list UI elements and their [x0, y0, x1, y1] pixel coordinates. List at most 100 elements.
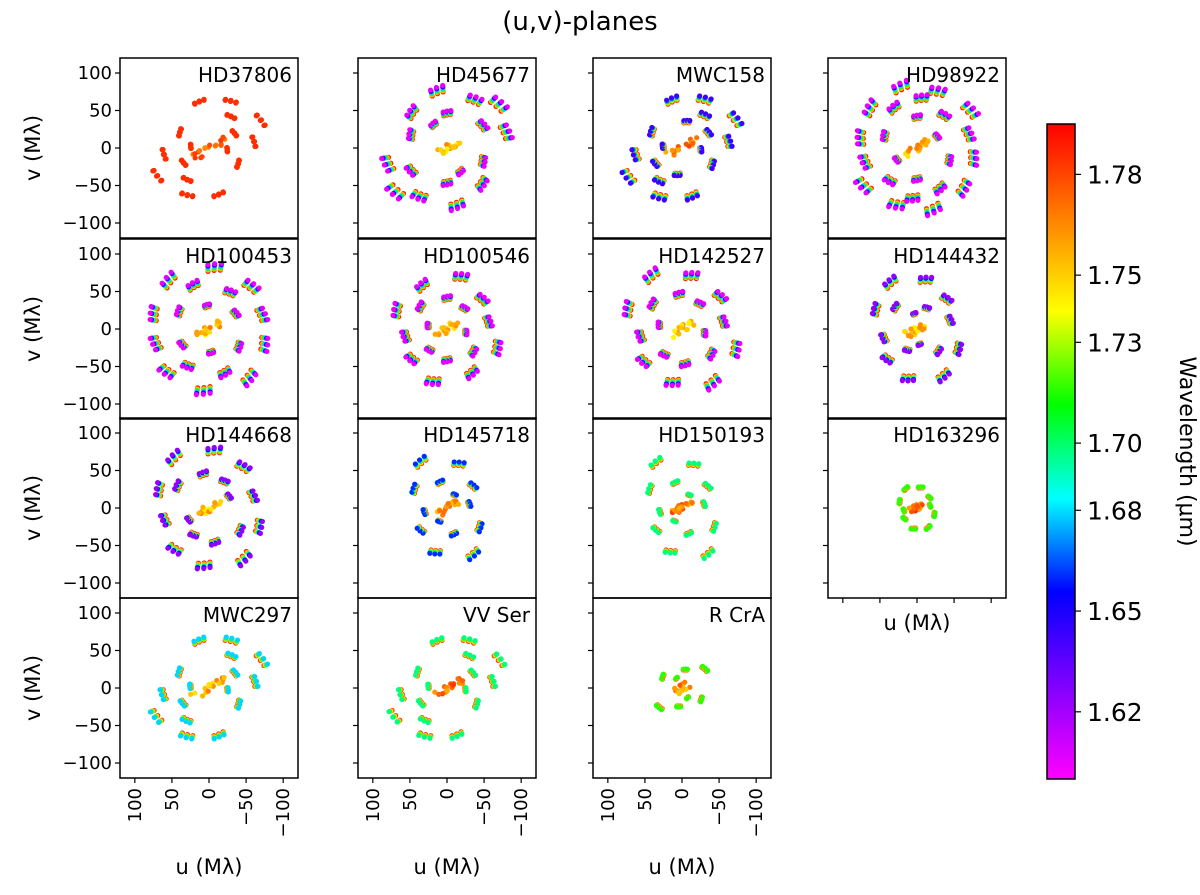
uv-point [215, 318, 221, 325]
uv-point [203, 468, 210, 474]
uv-point [697, 93, 703, 99]
uv-point [642, 274, 648, 280]
uv-point [418, 299, 424, 305]
uv-point [187, 141, 194, 147]
uv-point [237, 459, 243, 465]
uv-point [908, 526, 914, 532]
uv-point [729, 143, 735, 149]
uv-points [619, 93, 745, 203]
x-tick-label: 100 [125, 788, 146, 822]
uv-point [242, 461, 248, 468]
uv-point [194, 277, 200, 283]
uv-point [165, 457, 171, 463]
uv-point [947, 113, 953, 119]
uv-point [412, 461, 418, 467]
x-tick-label: −50 [236, 788, 257, 826]
uv-point [623, 175, 629, 181]
uv-point [175, 478, 181, 484]
uv-point [489, 323, 495, 329]
uv-point [857, 185, 864, 191]
y-tick-label: −100 [63, 213, 112, 234]
uv-points [153, 444, 265, 572]
uv-point [854, 128, 861, 134]
uv-point [447, 293, 454, 299]
uv-point [657, 351, 663, 357]
uv-point [202, 327, 209, 333]
uv-point [956, 351, 962, 358]
uv-point [489, 674, 495, 680]
uv-point [946, 371, 952, 377]
uv-point [488, 318, 494, 324]
uv-point [229, 635, 235, 641]
uv-point [381, 162, 387, 168]
uv-point [938, 108, 945, 114]
uv-point [207, 390, 213, 396]
uv-point [192, 151, 198, 157]
uv-point [439, 635, 445, 641]
uv-point [220, 190, 226, 196]
uv-point [913, 93, 919, 99]
uv-point [465, 271, 471, 277]
uv-point [646, 269, 653, 275]
uv-point [688, 492, 694, 498]
uv-point [973, 149, 980, 155]
uv-point [425, 681, 431, 687]
uv-point [497, 346, 503, 352]
uv-point [498, 656, 504, 662]
uv-point [160, 696, 166, 703]
y-tick-label: −100 [63, 394, 112, 415]
uv-point [892, 205, 898, 211]
uv-point [252, 492, 259, 499]
uv-point [424, 320, 430, 326]
uv-point [247, 553, 253, 559]
colorbar-tick-label: 1.70 [1087, 429, 1143, 458]
uv-point [711, 528, 717, 534]
uv-point [224, 286, 230, 292]
uv-point [258, 117, 265, 123]
uv-point [649, 158, 656, 164]
uv-point [698, 699, 704, 705]
uv-point [695, 270, 701, 276]
uv-point [503, 122, 509, 128]
uv-point [735, 353, 741, 360]
uv-point [212, 143, 218, 149]
uv-point [885, 179, 891, 186]
uv-points [409, 453, 485, 563]
uv-point [191, 638, 197, 644]
colorbar-tick-label: 1.68 [1087, 496, 1143, 525]
uv-point [715, 288, 721, 295]
uv-point [192, 690, 198, 696]
uv-point [925, 213, 931, 219]
uv-point [476, 549, 482, 555]
uv-point [947, 161, 954, 168]
uv-point [473, 705, 479, 711]
uv-point [254, 112, 260, 118]
uv-point [724, 323, 730, 329]
uv-point [467, 636, 473, 642]
x-tick-label: 50 [635, 788, 656, 811]
uv-point [923, 274, 929, 280]
uv-point [211, 444, 217, 451]
uv-point [929, 84, 935, 90]
panel-hd98922: HD98922 [823, 57, 1007, 239]
uv-point [708, 132, 715, 138]
uv-point [492, 683, 499, 689]
uv-point [218, 137, 224, 144]
uv-point [684, 696, 690, 702]
uv-point [728, 138, 734, 144]
uv-point [406, 169, 412, 175]
uv-point [448, 533, 454, 539]
uv-point [159, 517, 166, 524]
uv-point [957, 346, 964, 353]
colorbar-gradient [1046, 123, 1076, 780]
uv-point [465, 306, 471, 312]
y-tick-label: 100 [78, 244, 112, 265]
uv-point [464, 332, 470, 338]
uv-point [705, 667, 711, 674]
uv-point [421, 198, 427, 204]
y-tick-label: 100 [78, 423, 112, 444]
uv-point [706, 552, 712, 558]
uv-point [397, 692, 403, 698]
